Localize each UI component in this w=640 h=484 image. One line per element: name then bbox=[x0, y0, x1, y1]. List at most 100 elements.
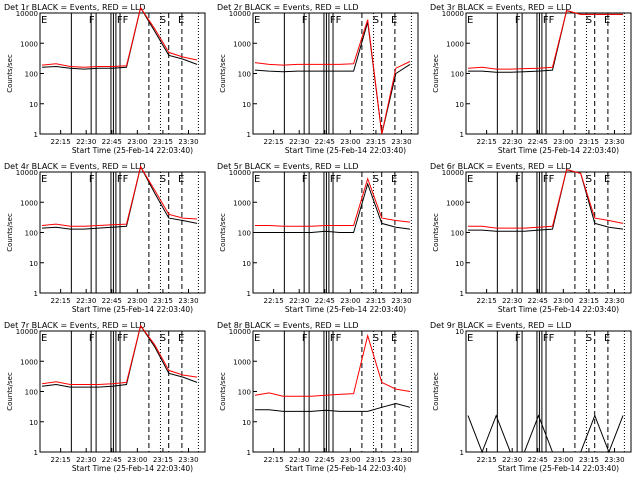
series-line-2 bbox=[41, 6, 198, 68]
x-tick-label: 23:30 bbox=[178, 456, 198, 464]
series-line-1 bbox=[255, 182, 411, 233]
series-line-1 bbox=[254, 21, 411, 135]
y-tick-label: 10000 bbox=[442, 10, 464, 18]
event-marker-label: E bbox=[41, 15, 47, 26]
y-axis-label: Counts/sec bbox=[6, 54, 14, 93]
chart-title: Det 8r BLACK = Events, RED = LLD bbox=[217, 321, 359, 330]
y-tick-label: 1000 bbox=[233, 199, 251, 207]
plot-frame bbox=[39, 330, 206, 453]
event-marker-label: E bbox=[391, 174, 397, 185]
y-tick-label: 100 bbox=[238, 389, 251, 397]
event-marker-label: FF bbox=[543, 333, 555, 344]
event-marker-label: FF bbox=[543, 15, 555, 26]
x-tick-label: 23:30 bbox=[178, 138, 198, 146]
x-tick-label: 23:00 bbox=[553, 138, 573, 146]
x-tick-label: 23:15 bbox=[153, 297, 173, 305]
x-axis-label: Start Time (25-Feb-14 22:03:40) bbox=[285, 146, 406, 155]
x-tick-label: 23:30 bbox=[604, 456, 624, 464]
event-marker-label: F bbox=[515, 174, 521, 185]
x-tick-label: 23:15 bbox=[579, 456, 599, 464]
y-tick-label: 1 bbox=[34, 449, 38, 457]
event-marker-label: F bbox=[89, 333, 95, 344]
x-tick-label: 22:15 bbox=[477, 138, 497, 146]
event-marker-label: S bbox=[160, 15, 166, 26]
series-line-2 bbox=[254, 333, 411, 397]
series-line-2 bbox=[41, 165, 198, 227]
x-tick-label: 22:15 bbox=[477, 297, 497, 305]
y-tick-label: 1000 bbox=[446, 40, 464, 48]
event-marker-label: E bbox=[178, 15, 184, 26]
y-axis-label: Counts/sec bbox=[6, 372, 14, 411]
x-tick-label: 23:15 bbox=[153, 456, 173, 464]
event-marker-label: E bbox=[254, 174, 260, 185]
x-tick-label: 23:30 bbox=[604, 138, 624, 146]
chart-title: Det 7r BLACK = Events, RED = LLD bbox=[4, 321, 146, 330]
y-tick-label: 1 bbox=[34, 131, 38, 139]
y-tick-label: 1 bbox=[247, 131, 251, 139]
y-tick-label: 10000 bbox=[442, 169, 464, 177]
plot-frame bbox=[465, 12, 632, 135]
y-axis-label: Counts/sec bbox=[6, 213, 14, 252]
x-tick-label: 22:15 bbox=[264, 138, 284, 146]
x-tick-label: 23:15 bbox=[579, 297, 599, 305]
x-tick-label: 22:15 bbox=[51, 456, 71, 464]
event-marker-label: FF bbox=[117, 174, 129, 185]
y-tick-label: 100 bbox=[25, 389, 38, 397]
x-tick-label: 22:30 bbox=[502, 138, 522, 146]
event-marker-label: F bbox=[302, 174, 308, 185]
x-axis-label: Start Time (25-Feb-14 22:03:40) bbox=[498, 305, 619, 314]
series-line-2 bbox=[41, 324, 198, 385]
y-tick-label: 1 bbox=[247, 290, 251, 298]
y-tick-label: 10000 bbox=[229, 328, 251, 336]
chart-title: Det 2r BLACK = Events, RED = LLD bbox=[217, 3, 359, 12]
series-line-1 bbox=[468, 168, 624, 232]
series-line-2 bbox=[255, 177, 411, 227]
y-tick-label: 10 bbox=[29, 101, 38, 109]
x-tick-label: 23:30 bbox=[391, 138, 411, 146]
y-tick-label: 100 bbox=[238, 230, 251, 238]
x-tick-label: 22:30 bbox=[76, 138, 96, 146]
y-tick-label: 1000 bbox=[446, 199, 464, 207]
x-tick-label: 23:00 bbox=[553, 297, 573, 305]
x-axis-label: Start Time (25-Feb-14 22:03:40) bbox=[72, 464, 193, 473]
x-axis-label: Start Time (25-Feb-14 22:03:40) bbox=[498, 146, 619, 155]
y-tick-label: 100 bbox=[238, 71, 251, 79]
x-axis-label: Start Time (25-Feb-14 22:03:40) bbox=[285, 464, 406, 473]
plot-frame bbox=[252, 330, 419, 453]
y-axis-label: Counts/sec bbox=[432, 372, 440, 411]
event-marker-label: F bbox=[89, 174, 95, 185]
x-tick-label: 23:30 bbox=[178, 297, 198, 305]
x-tick-label: 22:30 bbox=[289, 297, 309, 305]
series-line-2 bbox=[468, 168, 624, 229]
event-marker-label: S bbox=[586, 15, 592, 26]
y-tick-label: 1000 bbox=[20, 358, 38, 366]
event-marker-label: F bbox=[89, 15, 95, 26]
chart-panel-6: Det 6r BLACK = Events, RED = LLD 1 10 100 10… bbox=[430, 162, 632, 314]
x-tick-label: 23:30 bbox=[604, 297, 624, 305]
x-tick-label: 22:45 bbox=[315, 297, 335, 305]
x-tick-label: 22:30 bbox=[289, 456, 309, 464]
event-marker-label: S bbox=[586, 333, 592, 344]
y-tick-label: 10 bbox=[242, 260, 251, 268]
chart-panel-5: Det 5r BLACK = Events, RED = LLD 1 10 100 10… bbox=[217, 162, 419, 314]
x-tick-label: 23:00 bbox=[340, 297, 360, 305]
y-tick-label: 10 bbox=[242, 419, 251, 427]
y-tick-label: 10000 bbox=[229, 10, 251, 18]
chart-title: Det 5r BLACK = Events, RED = LLD bbox=[217, 162, 359, 171]
x-tick-label: 22:15 bbox=[51, 138, 71, 146]
x-tick-label: 22:15 bbox=[264, 456, 284, 464]
event-marker-label: E bbox=[178, 174, 184, 185]
x-tick-label: 22:30 bbox=[76, 456, 96, 464]
x-tick-label: 23:00 bbox=[127, 297, 147, 305]
event-marker-label: S bbox=[586, 174, 592, 185]
event-marker-label: FF bbox=[117, 15, 129, 26]
chart-title: Det 4r BLACK = Events, RED = LLD bbox=[4, 162, 146, 171]
x-tick-label: 23:30 bbox=[391, 297, 411, 305]
event-marker-label: FF bbox=[330, 174, 342, 185]
chart-panel-7: Det 7r BLACK = Events, RED = LLD 1 10 100 10… bbox=[4, 321, 206, 473]
plot-frame bbox=[465, 330, 632, 453]
y-tick-label: 100 bbox=[25, 230, 38, 238]
x-tick-label: 23:00 bbox=[340, 138, 360, 146]
x-axis-label: Start Time (25-Feb-14 22:03:40) bbox=[72, 146, 193, 155]
event-marker-label: FF bbox=[117, 333, 129, 344]
